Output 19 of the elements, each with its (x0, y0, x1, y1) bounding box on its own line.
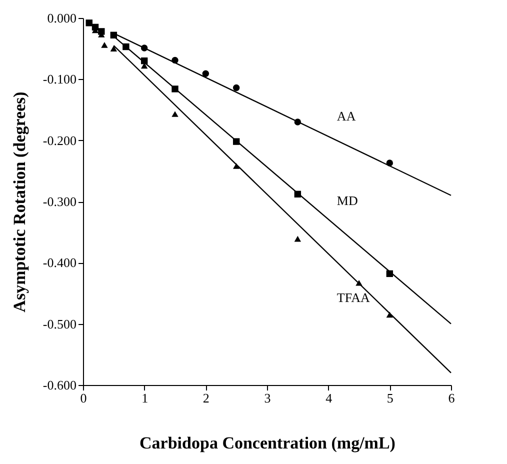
y-tick-label: -0.400 (42, 255, 76, 270)
series-label: TFAA (336, 290, 371, 306)
x-tick-label: 6 (448, 390, 456, 406)
x-tick-label: 5 (386, 390, 394, 406)
x-axis-title: Carbidopa Concentration (mg/mL) (140, 434, 396, 452)
y-tick-label: -0.300 (42, 194, 76, 209)
y-tick-label: -0.100 (42, 72, 76, 87)
x-tick-label: 2 (202, 390, 210, 406)
y-tick-label: -0.500 (42, 316, 76, 332)
series-label: AA (336, 108, 356, 124)
x-tick-label: 1 (142, 390, 148, 406)
x-tick-label: 3 (264, 390, 271, 406)
y-tick-label: 0.000 (47, 10, 76, 26)
x-tick-label: 0 (80, 390, 87, 406)
series-label: MD (336, 193, 358, 208)
y-tick-label: -0.200 (42, 132, 76, 148)
x-tick-label: 4 (326, 390, 333, 406)
y-tick-label: -0.600 (42, 378, 76, 392)
y-axis-title: Asymptotic Rotation (degrees) (10, 92, 29, 312)
